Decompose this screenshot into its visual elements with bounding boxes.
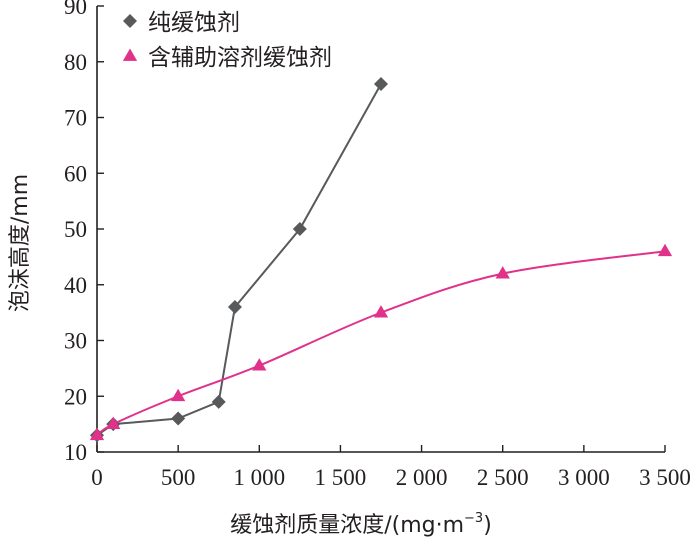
diamond-point [292, 222, 307, 236]
series-2 [89, 243, 673, 441]
x-axis-unit-exponent: −3 [464, 511, 483, 526]
series-1 [90, 77, 388, 443]
triangle-point [106, 416, 121, 429]
triangle-point [252, 358, 267, 371]
y-tick-label: 30 [64, 329, 87, 354]
y-tick-label: 10 [64, 440, 87, 465]
diamond-point [171, 411, 186, 426]
triangle-point [495, 266, 510, 279]
x-tick-label: 2 000 [396, 465, 448, 490]
legend-item: 含辅助溶剂缓蚀剂 [122, 45, 332, 71]
x-tick-label: 3 000 [558, 465, 610, 490]
series-layer [89, 77, 673, 443]
triangle-point [657, 243, 673, 257]
y-ticks: 10 20 30 40 50 60 70 80 90 [64, 0, 104, 465]
y-tick-label: 50 [64, 217, 87, 242]
y-tick-label: 40 [64, 273, 87, 298]
legend-triangle-icon [122, 48, 138, 61]
diamond-point [227, 300, 242, 315]
series-line [96, 250, 666, 437]
series-line [96, 83, 382, 437]
axes-group [96, 6, 665, 453]
y-tick-label: 60 [64, 161, 87, 186]
x-axis-title: 缓蚀剂质量浓度/(mg·m−3) [230, 511, 492, 538]
triangle-point [89, 427, 105, 441]
legend-item: 纯缓蚀剂 [123, 10, 240, 36]
x-tick-label: 0 [91, 465, 103, 490]
diamond-point [374, 77, 388, 92]
x-ticks: 0 500 1 000 1 500 2 000 2 500 3 000 3 500 [91, 445, 691, 490]
x-tick-label: 1 000 [233, 465, 285, 490]
legend-diamond-icon [123, 14, 137, 28]
diamond-point [211, 394, 226, 409]
y-axis-title: 泡沫高度/mm [8, 174, 33, 312]
legend-label: 纯缓蚀剂 [148, 10, 240, 36]
x-tick-label: 1 500 [315, 465, 367, 490]
x-tick-label: 2 500 [477, 465, 529, 490]
y-tick-label: 80 [64, 50, 87, 75]
legend-label: 含辅助溶剂缓蚀剂 [148, 45, 332, 71]
y-tick-label: 70 [64, 106, 87, 131]
x-tick-label: 500 [161, 465, 196, 490]
y-tick-label: 20 [64, 384, 87, 409]
x-tick-label: 3 500 [639, 465, 691, 490]
y-tick-label: 90 [64, 0, 87, 19]
triangle-point [373, 305, 389, 318]
triangle-point [171, 388, 186, 402]
